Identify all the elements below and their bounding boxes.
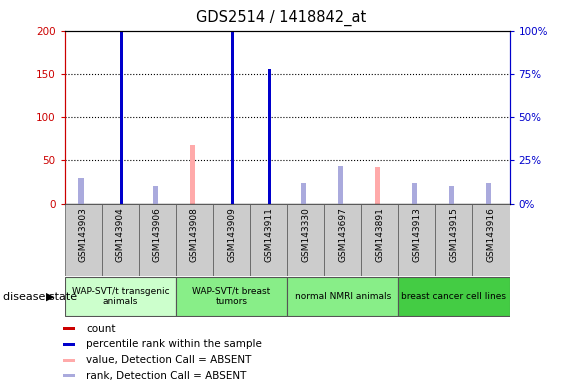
Bar [301,183,306,204]
Bar [231,31,234,204]
Bar [486,183,491,204]
Bar [153,199,158,204]
Text: percentile rank within the sample: percentile rank within the sample [86,339,262,349]
Text: GSM143891: GSM143891 [376,207,385,262]
Bar [250,204,287,276]
Bar [449,186,454,204]
Text: GSM143915: GSM143915 [449,207,458,262]
Bar [78,197,84,204]
Bar [139,204,176,276]
Text: GSM143911: GSM143911 [264,207,273,262]
Bar [120,39,123,204]
Bar [176,277,287,316]
Bar [63,359,74,361]
Text: GSM143909: GSM143909 [227,207,236,262]
Bar [412,183,417,204]
Bar [153,186,158,204]
Bar [435,204,472,276]
Text: normal NMRI animals: normal NMRI animals [294,292,391,301]
Bar [120,13,123,204]
Bar [65,277,176,316]
Text: rank, Detection Call = ABSENT: rank, Detection Call = ABSENT [86,371,247,381]
Text: GSM143916: GSM143916 [486,207,495,262]
Bar [375,167,380,204]
Bar [176,204,213,276]
Bar [472,204,510,276]
Bar [213,204,250,276]
Bar [63,374,74,377]
Bar [287,277,399,316]
Bar [190,145,195,204]
Bar [399,277,510,316]
Bar [78,177,84,204]
Text: GSM143330: GSM143330 [301,207,310,262]
Bar [63,327,74,330]
Text: breast cancer cell lines: breast cancer cell lines [401,292,507,301]
Text: GSM143697: GSM143697 [338,207,347,262]
Bar [301,195,306,204]
Text: WAP-SVT/t breast
tumors: WAP-SVT/t breast tumors [193,287,271,306]
Text: GSM143913: GSM143913 [412,207,421,262]
Bar [324,204,361,276]
Text: value, Detection Call = ABSENT: value, Detection Call = ABSENT [86,355,252,365]
Text: GSM143906: GSM143906 [153,207,162,262]
Text: GDS2514 / 1418842_at: GDS2514 / 1418842_at [196,10,367,26]
Bar [102,204,139,276]
Text: GSM143908: GSM143908 [190,207,199,262]
Bar [399,204,435,276]
Bar [65,204,102,276]
Bar [361,204,399,276]
Bar [231,65,234,204]
Text: GSM143903: GSM143903 [79,207,88,262]
Bar [338,195,343,204]
Text: ▶: ▶ [46,291,55,302]
Text: count: count [86,324,115,334]
Bar [63,343,74,346]
Text: WAP-SVT/t transgenic
animals: WAP-SVT/t transgenic animals [72,287,169,306]
Bar [287,204,324,276]
Bar [338,166,343,204]
Text: GSM143904: GSM143904 [116,207,125,262]
Bar [269,69,271,204]
Text: disease state: disease state [3,291,77,302]
